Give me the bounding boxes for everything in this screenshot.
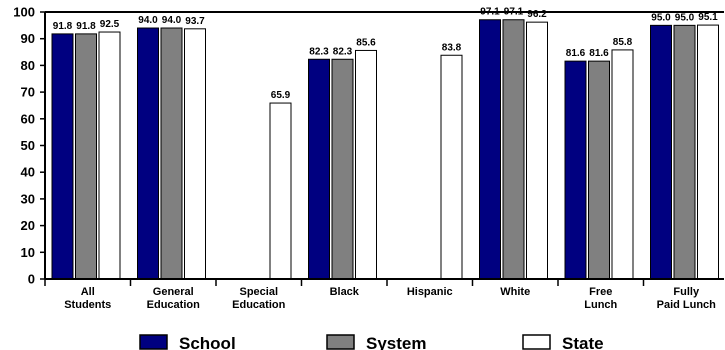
legend-item-school: School xyxy=(139,334,236,350)
data-label: 85.6 xyxy=(356,37,376,48)
data-label: 82.3 xyxy=(309,46,329,57)
bar-system xyxy=(160,27,183,280)
data-label: 91.8 xyxy=(76,21,96,32)
bar-school xyxy=(650,24,672,280)
x-category-label: Fully Paid Lunch xyxy=(657,286,717,311)
data-label: 97.1 xyxy=(480,7,500,18)
bar-state xyxy=(526,21,548,280)
y-tick-label: 0 xyxy=(28,272,35,287)
data-label: 94.0 xyxy=(162,15,182,26)
y-axis: 0 10 20 30 40 50 60 70 80 90 100 xyxy=(13,5,724,287)
bar-state xyxy=(269,102,292,280)
y-tick-label: 30 xyxy=(21,191,35,206)
y-tick-label: 80 xyxy=(21,58,35,73)
bar-school xyxy=(137,27,159,280)
y-tick-label: 100 xyxy=(13,5,35,20)
data-label: 85.8 xyxy=(613,37,633,48)
x-category-label: Free Lunch xyxy=(584,286,617,311)
data-label: 83.8 xyxy=(442,42,462,53)
legend-label: System xyxy=(366,334,426,350)
bar-school xyxy=(564,60,587,280)
y-tick-label: 60 xyxy=(21,111,35,126)
y-tick-label: 10 xyxy=(21,245,35,260)
data-label: 94.0 xyxy=(138,15,158,26)
bar-state xyxy=(184,28,206,280)
y-tick-label: 40 xyxy=(21,165,35,180)
bar-system xyxy=(588,60,610,280)
bar-school xyxy=(308,58,330,280)
x-category-label: General Education xyxy=(147,286,200,311)
x-category-label: Black xyxy=(330,286,360,298)
bar-school xyxy=(479,19,501,280)
bar-system xyxy=(673,24,696,280)
x-axis: All Students General Education Special Educat… xyxy=(44,278,724,311)
legend-label: State xyxy=(562,334,604,350)
y-tick-label: 50 xyxy=(21,138,35,153)
bar-state xyxy=(98,31,121,280)
x-category-label: White xyxy=(500,286,530,298)
data-label: 82.3 xyxy=(333,46,353,57)
bar-state xyxy=(611,49,634,280)
data-label: 81.6 xyxy=(566,48,586,59)
data-label: 97.1 xyxy=(504,7,524,18)
value-labels: 91.8 91.8 92.5 94.0 94.0 93.765.982.3 82.385.6… xyxy=(53,7,718,101)
legend-item-system: System xyxy=(326,334,426,350)
bar-state xyxy=(440,54,463,280)
legend: School System State xyxy=(139,334,604,350)
data-label: 95.0 xyxy=(651,12,671,23)
data-label: 96.2 xyxy=(527,9,547,20)
data-label: 95.1 xyxy=(698,12,718,23)
data-label: 95.0 xyxy=(675,12,695,23)
bar-state xyxy=(355,49,377,280)
x-category-label: Hispanic xyxy=(407,286,453,298)
y-tick-label: 20 xyxy=(21,218,35,233)
legend-swatch xyxy=(326,334,355,350)
data-label: 81.6 xyxy=(589,48,609,59)
legend-swatch xyxy=(139,334,168,350)
legend-item-state: State xyxy=(522,334,604,350)
legend-swatch xyxy=(522,334,551,350)
bar-school xyxy=(51,33,74,280)
data-label: 92.5 xyxy=(100,19,120,30)
bars xyxy=(51,19,719,280)
y-tick-label: 90 xyxy=(21,31,35,46)
y-tick-label: 70 xyxy=(21,85,35,100)
x-category-label: Special Education xyxy=(232,286,285,311)
bar-system xyxy=(331,58,354,280)
bar-system xyxy=(75,33,97,280)
legend-label: School xyxy=(179,334,236,350)
data-label: 65.9 xyxy=(271,90,291,101)
bar-state xyxy=(697,24,719,280)
data-label: 93.7 xyxy=(185,16,205,27)
x-category-label: All Students xyxy=(64,286,111,311)
data-label: 91.8 xyxy=(53,21,73,32)
bar-system xyxy=(502,19,525,280)
